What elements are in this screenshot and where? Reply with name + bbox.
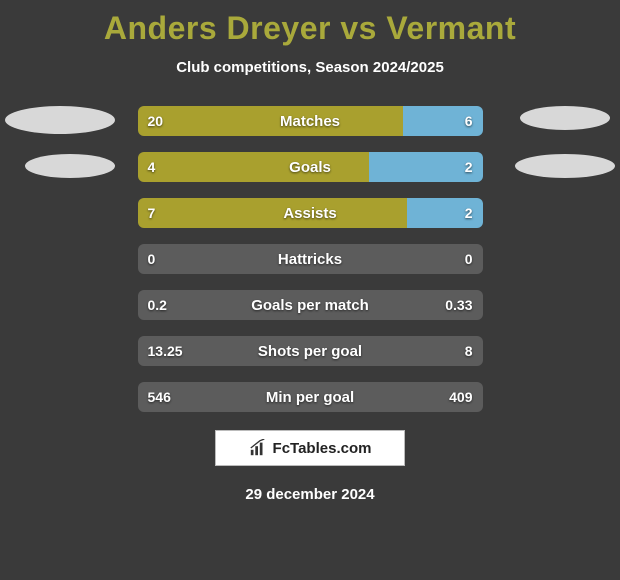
avatar-placeholder-left-1	[5, 106, 115, 134]
avatar-placeholder-right-2	[515, 154, 615, 178]
subtitle: Club competitions, Season 2024/2025	[0, 59, 620, 76]
bar-left	[138, 336, 352, 366]
stat-row: 42Goals	[138, 152, 483, 182]
stat-row: 0.20.33Goals per match	[138, 290, 483, 320]
bar-left	[138, 106, 404, 136]
avatar-placeholder-left-2	[25, 154, 115, 178]
chart-icon	[249, 439, 267, 457]
branding-box[interactable]: FcTables.com	[215, 430, 405, 466]
stat-row: 546409Min per goal	[138, 382, 483, 412]
bar-right	[403, 106, 482, 136]
bar-right	[369, 152, 483, 182]
bar-left	[138, 244, 311, 274]
bar-right	[334, 382, 482, 412]
stat-bars-container: 206Matches 42Goals 72Assists 00Hattricks 0.2…	[138, 106, 483, 412]
title-player1: Anders Dreyer	[104, 10, 331, 46]
stat-row: 13.258Shots per goal	[138, 336, 483, 366]
stat-row: 206Matches	[138, 106, 483, 136]
bar-right	[310, 244, 483, 274]
title-vs: vs	[340, 10, 377, 46]
bar-left	[138, 152, 369, 182]
bar-left	[138, 198, 407, 228]
branding-text: FcTables.com	[273, 440, 372, 457]
bar-right	[407, 198, 483, 228]
avatar-placeholder-right-1	[520, 106, 610, 130]
stat-row: 00Hattricks	[138, 244, 483, 274]
comparison-chart: 206Matches 42Goals 72Assists 00Hattricks 0.2…	[0, 106, 620, 412]
bar-left	[138, 290, 269, 320]
footer-date: 29 december 2024	[0, 486, 620, 503]
stat-row: 72Assists	[138, 198, 483, 228]
bar-left	[138, 382, 335, 412]
bar-right	[351, 336, 482, 366]
title-player2: Vermant	[386, 10, 516, 46]
page-title: Anders Dreyer vs Vermant	[0, 0, 620, 47]
bar-right	[269, 290, 483, 320]
